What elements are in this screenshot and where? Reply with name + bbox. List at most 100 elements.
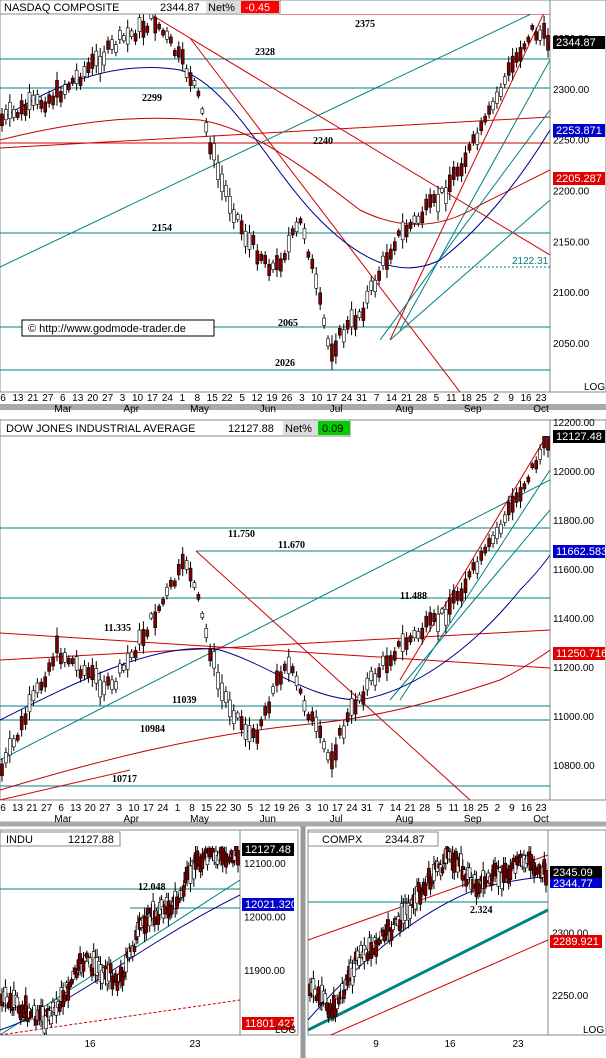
nasdaq-xtick-day: 27 [102, 393, 114, 404]
nasdaq-candle-body [47, 94, 51, 104]
dow-candle-body [310, 711, 315, 722]
dow-candle-body [125, 652, 130, 670]
dow-candle-body [212, 651, 216, 669]
indu-candle-body [23, 995, 28, 1013]
nasdaq-xtick-month: Sep [464, 404, 482, 415]
nasdaq-xtick-month: Aug [396, 404, 414, 415]
dow-candle-body [224, 691, 228, 703]
nasdaq-candle-body [279, 258, 283, 272]
nasdaq-candle-body [526, 36, 531, 43]
nasdaq-xtick-day: 12 [251, 393, 263, 404]
dow-candle-body [220, 682, 224, 701]
dow-candle-body [499, 523, 503, 534]
nasdaq-candle-body [149, 14, 154, 19]
dow-candle-body [283, 663, 287, 671]
nasdaq-candle-body [0, 113, 4, 127]
nasdaq-candle-body [365, 290, 370, 304]
indu-xtick: 23 [189, 1039, 201, 1050]
dow-candle-body [118, 663, 122, 674]
compx-candle-body [452, 856, 457, 873]
nasdaq-candle-body [118, 30, 122, 40]
nasdaq-xtick-day: 20 [87, 393, 99, 404]
nasdaq-candle-body [487, 105, 491, 115]
compx-scale-label: LOG [583, 1025, 604, 1036]
nasdaq-watermark: © http://www.godmode-trader.de [28, 323, 186, 335]
indu-header: INDU 12127.88 [0, 831, 121, 847]
dow-candle-body [176, 563, 181, 576]
dow-xtick-day: 13 [12, 803, 24, 814]
nasdaq-candle-body [31, 94, 36, 106]
dow-candle-body [294, 675, 299, 687]
nasdaq-candle-body [294, 221, 299, 233]
dow-candle-body [121, 664, 126, 671]
nasdaq-candle-body [231, 209, 236, 223]
nasdaq-candle-body [133, 33, 138, 42]
nasdaq-candle-body [180, 49, 185, 65]
dow-level-11335: 11.335 [104, 623, 131, 634]
nasdaq-candle-body [471, 134, 476, 143]
compx-candle-body [342, 989, 346, 1000]
dow-candle-body [459, 588, 464, 602]
nasdaq-ytick: 2300.00 [553, 85, 590, 96]
dow-candle-body [369, 670, 374, 682]
dow-candle-body [275, 670, 279, 686]
nasdaq-candle-body [228, 196, 232, 214]
dow-ytick: 10800.00 [553, 761, 595, 772]
nasdaq-candle-body [43, 101, 48, 113]
dow-candle-body [538, 448, 542, 460]
nasdaq-candle-body [129, 30, 134, 37]
dow-ma50 [0, 554, 550, 721]
dow-candle-body [157, 605, 161, 612]
nasdaq-badge-gap: 2122.31 [512, 256, 549, 267]
compx-badge-last: 2345.09 [553, 867, 593, 879]
dow-candle-body [200, 613, 205, 619]
dow-candle-body [338, 727, 342, 736]
nasdaq-candle-body [396, 230, 401, 236]
dow-candle-body [432, 613, 436, 622]
dow-candle-body [487, 537, 491, 548]
dow-candle-body [400, 633, 405, 652]
nasdaq-ytick: 2050.00 [553, 339, 590, 350]
indu-badge-ma200: 11801.427 [245, 1018, 296, 1030]
nasdaq-xtick-day: 6 [0, 393, 6, 404]
dow-candle-body [231, 710, 236, 724]
dow-candle-body [428, 612, 432, 626]
dow-candle-body [306, 714, 311, 721]
dow-xtick-day: 6 [58, 803, 64, 814]
indu-candle-body [227, 856, 232, 863]
nasdaq-xtick-day: 21 [27, 393, 39, 404]
dow-xtick-day: 25 [477, 803, 489, 814]
nasdaq-candle-body [169, 36, 173, 44]
nasdaq-candle-body [440, 187, 444, 193]
nasdaq-candle-body [436, 194, 440, 213]
nasdaq-candle-body [125, 27, 130, 45]
dow-resistance-lines [0, 436, 550, 800]
indu-candle-body [229, 850, 234, 856]
dow-candle-body [510, 495, 515, 513]
nasdaq-candle-body [369, 280, 374, 291]
dow-candle-body [361, 691, 366, 705]
nasdaq-xtick-day: 8 [194, 393, 200, 404]
dow-candle-body [161, 598, 165, 605]
nasdaq-xtick-day: 18 [461, 393, 473, 404]
nasdaq-level-2154: 2154 [152, 223, 172, 234]
nasdaq-candle-body [15, 112, 20, 118]
compx-xtick: 16 [444, 1039, 456, 1050]
nasdaq-scale-label: LOG [584, 382, 605, 393]
nasdaq-candle-body [514, 52, 519, 63]
indu-candles [0, 846, 240, 1035]
dow-candle-body [173, 580, 177, 587]
nasdaq-candle-body [467, 144, 472, 151]
nasdaq-xtick-day: 1 [180, 393, 186, 404]
compx-candle-body [477, 883, 482, 894]
dow-candle-body [59, 652, 63, 665]
dow-candle-body [66, 657, 71, 665]
dow-xtick-day: 15 [201, 803, 213, 814]
nasdaq-candle-body [538, 29, 542, 41]
nasdaq-candle-body [290, 228, 295, 236]
nasdaq-candle-body [239, 220, 244, 235]
dow-candle-body [133, 649, 138, 659]
nasdaq-value: 2344.87 [160, 2, 200, 14]
indu-scale-label: LOG [275, 1025, 296, 1036]
dow-header: DOW JONES INDUSTRIAL AVERAGE 12127.88 Ne… [0, 419, 351, 437]
